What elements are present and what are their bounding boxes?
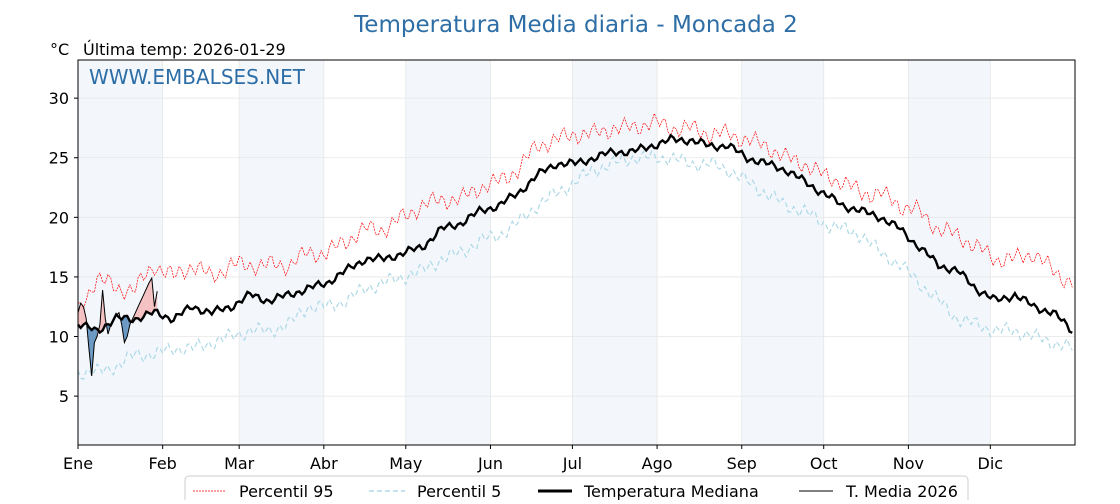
anomaly-fill xyxy=(149,278,152,315)
x-tick-label: Dic xyxy=(978,454,1004,473)
y-tick-label: 15 xyxy=(49,268,69,287)
legend-label-p95: Percentil 95 xyxy=(239,482,334,500)
series-t-media-2026 xyxy=(77,276,158,376)
anomaly-fill xyxy=(78,303,81,328)
anomaly-fill xyxy=(146,282,150,314)
x-tick-label: Nov xyxy=(893,454,924,473)
legend-label-p5: Percentil 5 xyxy=(417,482,501,500)
legend-label-2026: T. Media 2026 xyxy=(845,482,958,500)
y-tick-label: 30 xyxy=(49,89,69,108)
x-tick-label: Jun xyxy=(477,454,503,473)
x-tick-label: Mar xyxy=(224,454,255,473)
y-tick-label: 25 xyxy=(49,149,69,168)
series-percentil-95 xyxy=(77,112,1073,310)
y-tick-label: 10 xyxy=(49,328,69,347)
legend-label-median: Temperatura Mediana xyxy=(583,482,759,500)
chart-title: Temperatura Media diaria - Moncada 2 xyxy=(353,12,798,38)
y-tick-label: 20 xyxy=(49,208,69,227)
anomaly-fill xyxy=(94,327,98,343)
anomaly-fill xyxy=(140,294,144,321)
anomaly-fill xyxy=(80,303,84,328)
x-tick-label: May xyxy=(389,454,422,473)
month-band-Sep xyxy=(741,60,824,445)
x-tick-label: Sep xyxy=(727,454,757,473)
series-temperatura-mediana xyxy=(77,133,1073,335)
watermark: WWW.EMBALSES.NET xyxy=(89,65,306,89)
anomaly-fill xyxy=(88,327,92,376)
month-band-Ene xyxy=(78,60,163,445)
series-percentil-5 xyxy=(77,150,1073,381)
anomaly-fill xyxy=(143,288,147,317)
y-tick-label: 5 xyxy=(59,387,69,406)
last-temp-label: Última temp: 2026-01-29 xyxy=(83,40,286,59)
x-tick-label: Feb xyxy=(149,454,177,473)
unit-label: °C xyxy=(50,40,69,59)
month-band-Mar xyxy=(239,60,324,445)
x-tick-label: Oct xyxy=(810,454,838,473)
month-band-May xyxy=(405,60,491,445)
x-tick-label: Jul xyxy=(562,454,582,473)
month-band-Jul xyxy=(572,60,658,445)
x-tick-label: Abr xyxy=(310,454,338,473)
legend: Percentil 95 Percentil 5 Temperatura Med… xyxy=(184,475,969,504)
x-tick-label: Ago xyxy=(642,454,673,473)
x-tick-label: Ene xyxy=(63,454,93,473)
plot-frame xyxy=(77,59,1076,446)
anomaly-fill xyxy=(124,315,128,343)
anomaly-fill xyxy=(135,306,139,319)
month-band-Nov xyxy=(908,60,991,445)
